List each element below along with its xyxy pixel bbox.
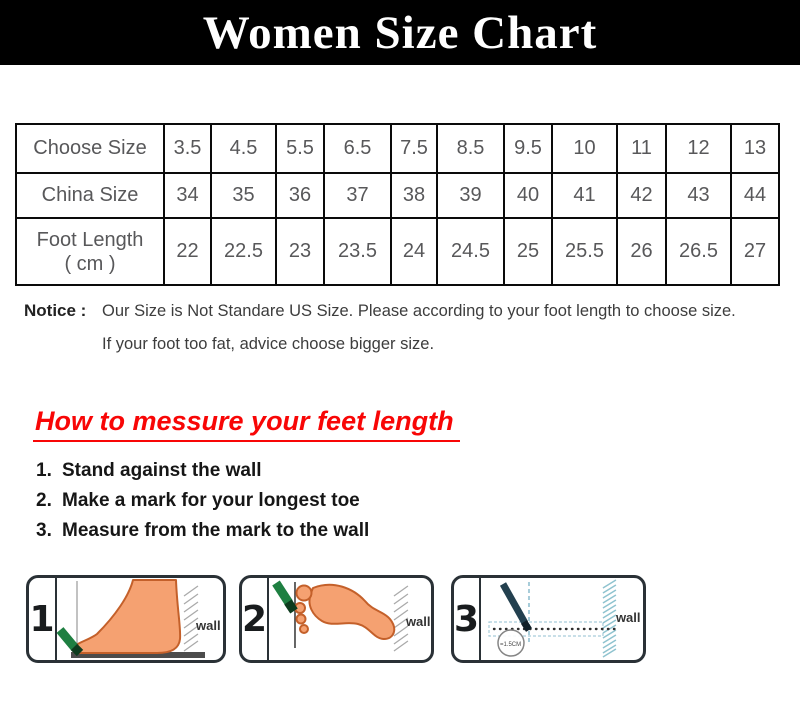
marker-pen-icon — [272, 580, 293, 606]
tape-note: =1.5CM — [500, 642, 521, 648]
side-foot-illustration: wall — [57, 579, 221, 658]
step-text: Make a mark for your longest toe — [62, 490, 360, 511]
step-number: 3. — [36, 520, 52, 541]
notice-text: Our Size is Not Standare US Size. Please… — [102, 301, 774, 354]
row-label-choose-size: Choose Size — [15, 123, 165, 174]
size-cell: 36 — [275, 172, 325, 219]
size-cell: 44 — [730, 172, 780, 219]
diagram-step1: 1 wall — [26, 575, 226, 663]
howto-heading: How to messure your feet length — [33, 406, 460, 442]
wall-hatch — [183, 585, 199, 652]
step-item: 3. Measure from the mark to the wall — [36, 521, 369, 540]
size-cell: 40 — [503, 172, 553, 219]
marker-pen-tip — [284, 599, 298, 614]
wall-label: wall — [195, 618, 221, 633]
size-cell: 41 — [551, 172, 618, 219]
pencil-tip — [521, 620, 533, 632]
foot-length-label-line2: ( cm ) — [64, 252, 116, 275]
footprint-sole — [308, 583, 396, 640]
footprint-illustration: wall — [272, 580, 431, 652]
size-cell: 6.5 — [323, 123, 392, 174]
diagram1-number: 1 — [29, 578, 57, 660]
size-cell: 12 — [665, 123, 732, 174]
size-cell: 26 — [616, 217, 667, 286]
diagram3-art: =1.5CM wall — [481, 578, 643, 660]
wall-label: wall — [405, 614, 431, 629]
size-cell: 42 — [616, 172, 667, 219]
notice-block: Notice : Our Size is Not Standare US Siz… — [24, 301, 774, 354]
diagram2-number: 2 — [242, 578, 270, 660]
size-cell: 22 — [163, 217, 212, 286]
size-cell: 26.5 — [665, 217, 732, 286]
size-cell: 3.5 — [163, 123, 212, 174]
tape-measure-illustration: =1.5CM wall — [488, 579, 641, 658]
size-cell: 27 — [730, 217, 780, 286]
diagram2-art: wall — [269, 578, 431, 660]
title-banner: Women Size Chart — [0, 0, 800, 65]
size-cell: 43 — [665, 172, 732, 219]
diagram1-art: wall — [57, 578, 223, 660]
foot-side-icon — [72, 579, 182, 655]
size-cell: 35 — [210, 172, 277, 219]
marker-pen-icon — [57, 627, 79, 651]
size-cell: 25.5 — [551, 217, 618, 286]
size-cell: 7.5 — [390, 123, 438, 174]
notice-line1: Our Size is Not Standare US Size. Please… — [102, 302, 736, 320]
step-number: 1. — [36, 460, 52, 481]
footprint-toe — [299, 624, 310, 634]
size-cell: 38 — [390, 172, 438, 219]
marker-pen-tip — [70, 643, 84, 657]
size-cell: 5.5 — [275, 123, 325, 174]
diagram-step2: 2 wall — [239, 575, 434, 663]
wall-hatch — [602, 579, 617, 658]
diagram-step3: 3 =1.5CM wall — [451, 575, 646, 663]
foot-length-label-line1: Foot Length — [36, 228, 144, 251]
size-cell: 25 — [503, 217, 553, 286]
howto-steps: 1. Stand against the wall 2. Make a mark… — [36, 461, 369, 551]
size-cell: 4.5 — [210, 123, 277, 174]
size-cell: 34 — [163, 172, 212, 219]
size-cell: 13 — [730, 123, 780, 174]
step-item: 2. Make a mark for your longest toe — [36, 491, 369, 510]
size-cell: 9.5 — [503, 123, 553, 174]
table-row-foot-length: Foot Length ( cm ) 22 22.5 23 23.5 24 24… — [15, 217, 780, 286]
size-cell: 8.5 — [436, 123, 505, 174]
size-table-wrap: Choose Size 3.5 4.5 5.5 6.5 7.5 8.5 9.5 … — [15, 123, 780, 286]
pencil-icon — [500, 582, 529, 625]
size-cell: 23.5 — [323, 217, 392, 286]
step-text: Stand against the wall — [62, 460, 262, 481]
size-cell: 22.5 — [210, 217, 277, 286]
wall-hatch — [393, 585, 409, 652]
size-cell: 24 — [390, 217, 438, 286]
row-label-foot-length: Foot Length ( cm ) — [15, 217, 165, 286]
diagram3-number: 3 — [454, 578, 482, 660]
size-cell: 24.5 — [436, 217, 505, 286]
table-row-china-size: China Size 34 35 36 37 38 39 40 41 42 43… — [15, 172, 780, 219]
footprint-big-toe — [295, 584, 313, 602]
floor-bar — [71, 652, 205, 658]
size-cell: 23 — [275, 217, 325, 286]
size-cell: 11 — [616, 123, 667, 174]
size-cell: 39 — [436, 172, 505, 219]
magnifier-circle — [497, 629, 525, 657]
table-row-choose-size: Choose Size 3.5 4.5 5.5 6.5 7.5 8.5 9.5 … — [15, 123, 780, 174]
notice-label: Notice : — [24, 301, 87, 320]
wall-label: wall — [615, 610, 641, 625]
row-label-china-size: China Size — [15, 172, 165, 219]
size-cell: 10 — [551, 123, 618, 174]
step-number: 2. — [36, 490, 52, 511]
step-text: Measure from the mark to the wall — [62, 520, 370, 541]
footprint-toe — [295, 613, 307, 625]
page-title: Women Size Chart — [202, 6, 598, 59]
step-item: 1. Stand against the wall — [36, 461, 369, 480]
size-cell: 37 — [323, 172, 392, 219]
size-table: Choose Size 3.5 4.5 5.5 6.5 7.5 8.5 9.5 … — [15, 123, 780, 286]
notice-line2: If your foot too fat, advice choose bigg… — [102, 335, 435, 353]
